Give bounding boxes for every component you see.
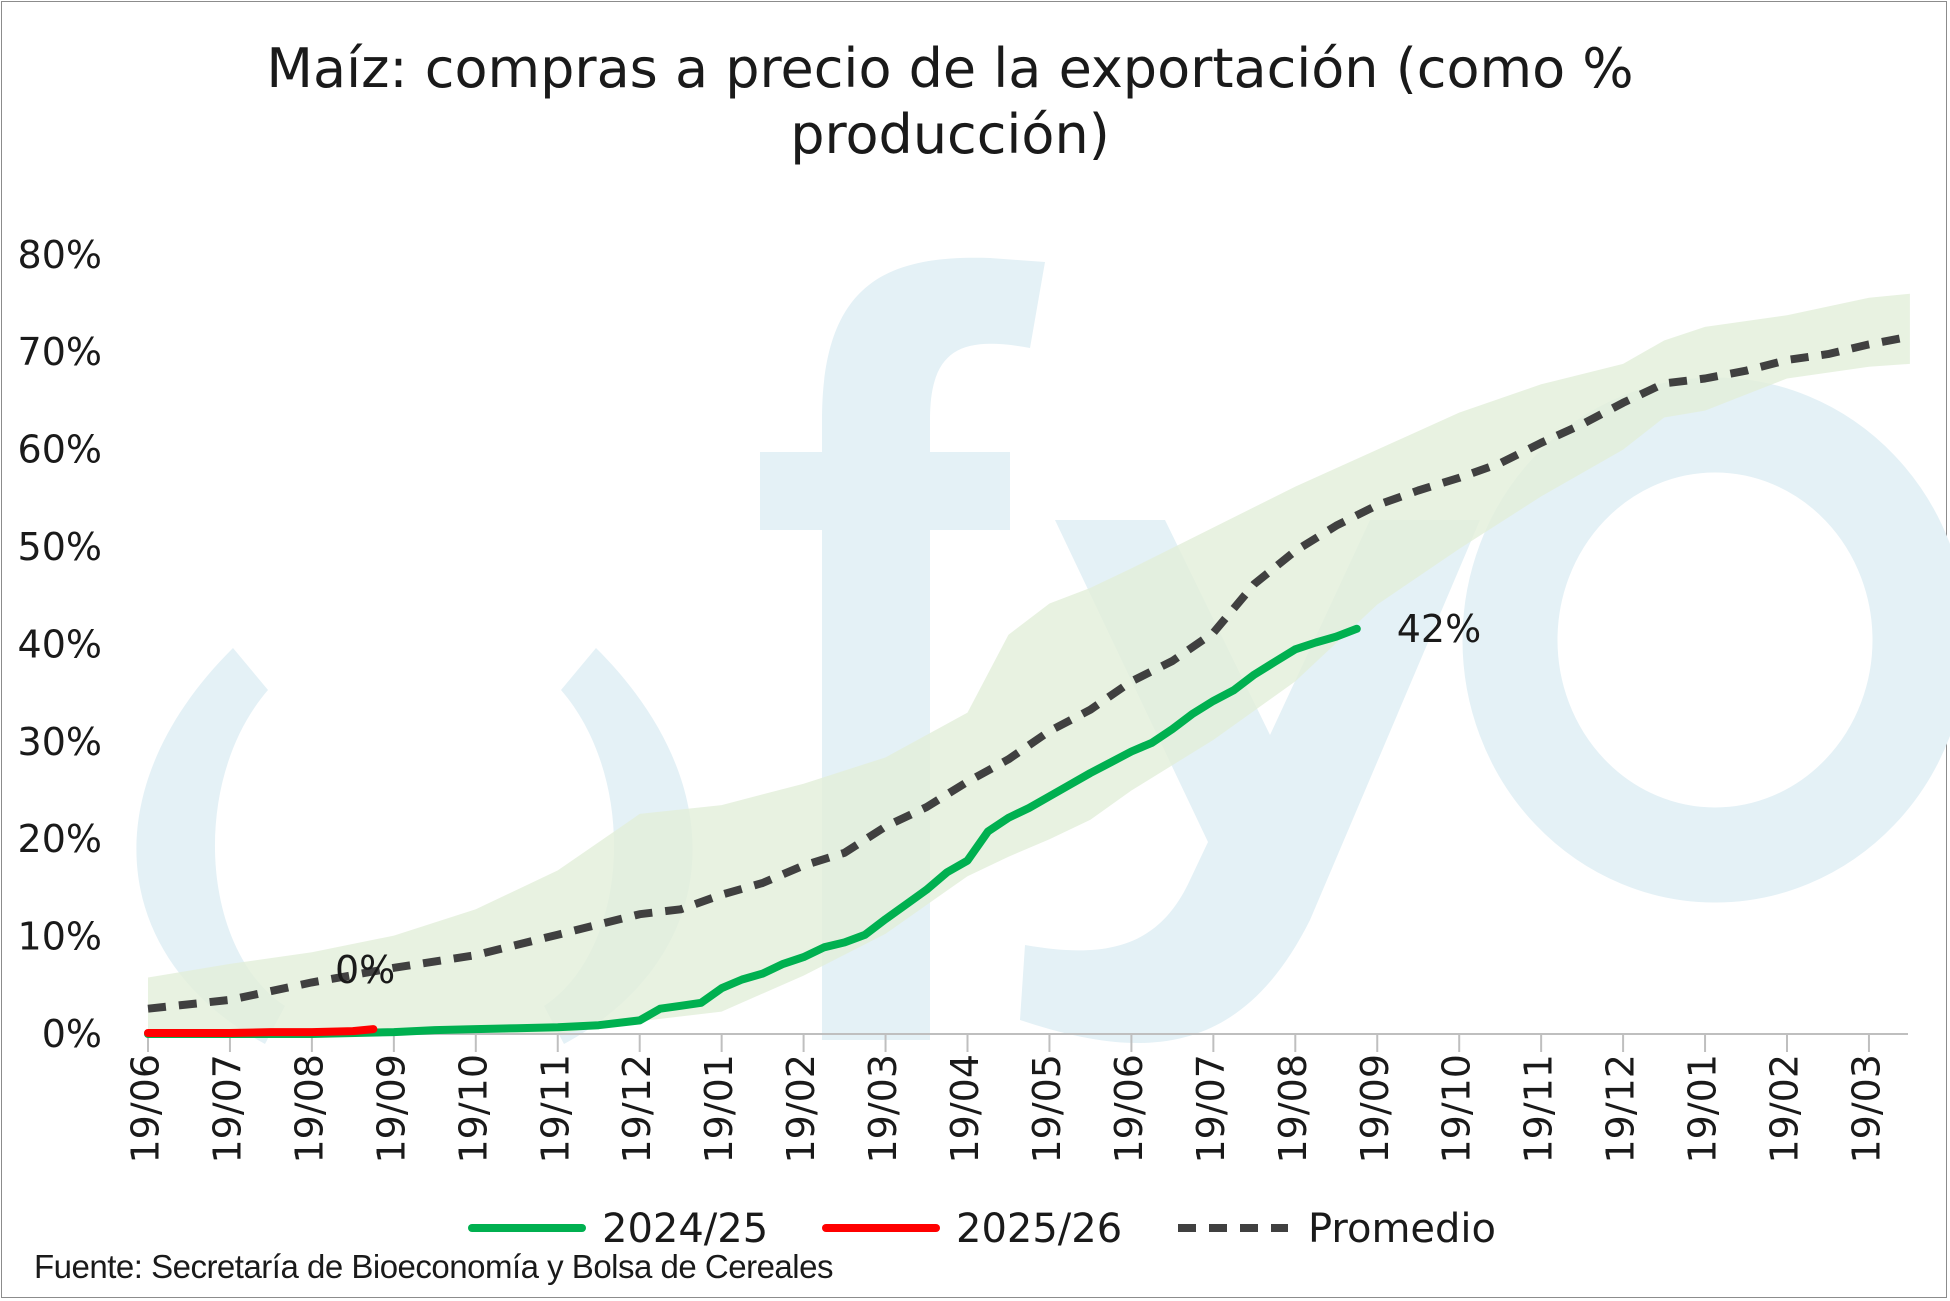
series-line-2024-25 <box>144 624 1361 1038</box>
watermark-letter-o <box>1462 377 1950 903</box>
range-band-layer <box>148 293 1910 1034</box>
x-tick-label: 19/06 <box>124 1054 168 1164</box>
legend-label: 2024/25 <box>602 1206 768 1252</box>
x-tick-label: 19/10 <box>451 1054 495 1164</box>
x-tick-label: 19/08 <box>1271 1054 1315 1164</box>
x-tick-label: 19/03 <box>1844 1054 1888 1164</box>
x-tick-label: 19/02 <box>779 1054 823 1164</box>
x-tick-label: 19/09 <box>1353 1054 1397 1164</box>
y-tick-label: 80% <box>18 233 102 277</box>
y-tick-label: 10% <box>18 915 102 959</box>
series-line-promedio <box>147 332 1911 1013</box>
axis-layer: 0% 10% 20% 30% 40% 50% 60% 70% 80% 19/06 19/07 19/0… <box>18 233 1908 1164</box>
y-tick-label: 60% <box>18 428 102 472</box>
chart-title: Maíz: compras a precio de la exportación… <box>266 37 1634 166</box>
watermark-parenthesis-left <box>136 648 285 1044</box>
x-tick-label: 19/12 <box>1599 1054 1643 1164</box>
x-tick-label: 19/08 <box>287 1054 331 1164</box>
x-tick-label: 19/01 <box>1681 1054 1725 1164</box>
x-tick-label: 19/05 <box>1025 1054 1069 1164</box>
legend-label: Promedio <box>1308 1206 1496 1252</box>
x-tick-label: 19/10 <box>1435 1054 1479 1164</box>
x-tick-label: 19/06 <box>1107 1054 1151 1164</box>
x-tick-label: 19/03 <box>861 1054 905 1164</box>
x-tick-label: 19/11 <box>1517 1054 1561 1164</box>
data-label-2025-26: 0% <box>335 948 395 992</box>
series-layer <box>144 332 1911 1038</box>
x-tick-label: 19/09 <box>369 1054 413 1164</box>
x-tick-label: 19/04 <box>943 1054 987 1164</box>
series-line-2025-26 <box>144 1025 378 1037</box>
data-label-2024-25: 42% <box>1397 607 1481 651</box>
legend: 2024/25 2025/26 Promedio <box>468 1206 1496 1252</box>
label-layer: 42% 0% <box>335 607 1481 992</box>
legend-label: 2025/26 <box>956 1206 1122 1252</box>
x-tick-label: 19/01 <box>697 1054 741 1164</box>
source-note: Fuente: Secretaría de Bioeconomía y Bols… <box>34 1248 833 1285</box>
y-tick-label: 0% <box>42 1012 102 1056</box>
range-band <box>148 293 1910 1034</box>
x-tick-label: 19/07 <box>205 1054 249 1164</box>
y-tick-label: 50% <box>18 525 102 569</box>
y-tick-label: 40% <box>18 622 102 666</box>
y-tick-label: 70% <box>18 330 102 374</box>
x-tick-label: 19/02 <box>1763 1054 1807 1164</box>
x-tick-label: 19/07 <box>1189 1054 1233 1164</box>
x-tick-label: 19/11 <box>533 1054 577 1164</box>
y-tick-label: 30% <box>18 720 102 764</box>
x-tick-label: 19/12 <box>615 1054 659 1164</box>
y-tick-label: 20% <box>18 817 102 861</box>
